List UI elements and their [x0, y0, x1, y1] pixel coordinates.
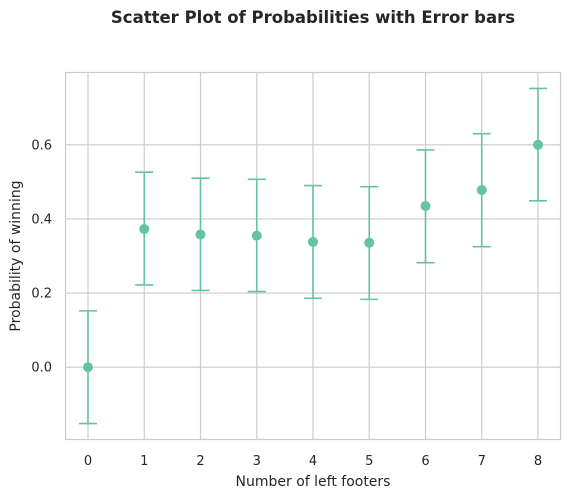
data-point: [308, 237, 318, 247]
data-point: [533, 140, 543, 150]
y-tick-label: 0.0: [31, 361, 52, 376]
data-point: [477, 185, 487, 195]
x-tick-label: 0: [84, 454, 92, 469]
x-tick-label: 5: [365, 454, 373, 469]
x-tick-label: 4: [309, 454, 317, 469]
x-tick-label: 8: [534, 454, 542, 469]
x-tick-label: 7: [478, 454, 486, 469]
x-tick-label: 3: [253, 454, 261, 469]
x-tick-label: 6: [421, 454, 429, 469]
x-tick-label: 2: [196, 454, 204, 469]
data-point: [421, 201, 431, 211]
y-tick-label: 0.6: [31, 138, 52, 153]
data-point: [364, 238, 374, 248]
y-tick-labels: 0.0 0.2 0.4 0.6: [31, 138, 52, 375]
data-point: [83, 362, 93, 372]
y-tick-label: 0.4: [31, 212, 52, 227]
x-tick-label: 1: [140, 454, 148, 469]
x-axis-label: Number of left footers: [236, 474, 391, 490]
data-point: [252, 231, 262, 241]
y-axis-label: Probability of winning: [8, 180, 24, 331]
y-tick-label: 0.2: [31, 287, 52, 302]
x-tick-labels: 0 1 2 3 4 5 6 7 8: [84, 454, 542, 469]
data-point: [196, 229, 206, 239]
data-point: [139, 224, 149, 234]
chart-title: Scatter Plot of Probabilities with Error…: [111, 8, 515, 27]
